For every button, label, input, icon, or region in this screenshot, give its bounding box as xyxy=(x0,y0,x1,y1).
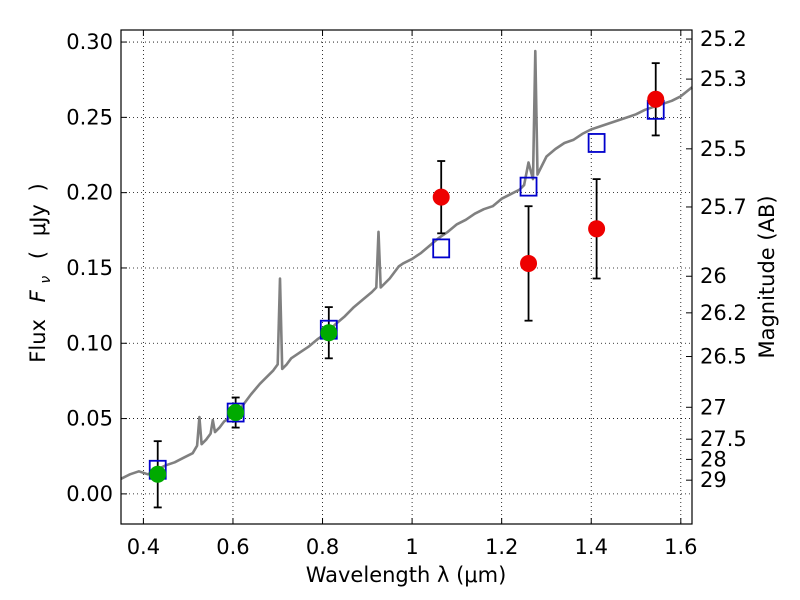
detection-point xyxy=(432,188,450,206)
mag-tick-label: 25.3 xyxy=(700,67,747,91)
mag-tick-label: 26.5 xyxy=(700,345,747,369)
spectrum-layer xyxy=(120,49,693,480)
detection-point xyxy=(588,220,606,238)
x-tick-label: 0.4 xyxy=(127,535,160,559)
y-tick-label: 0.25 xyxy=(66,105,113,129)
detection-point xyxy=(149,465,167,483)
mag-tick-label: 25.2 xyxy=(700,27,747,51)
x-tick-label: 1.4 xyxy=(575,535,608,559)
y2-axis-label: Magnitude (AB) xyxy=(755,195,779,358)
detection-point xyxy=(227,404,245,422)
x-tick-label: 0.8 xyxy=(306,535,339,559)
x-tick-label: 1.6 xyxy=(664,535,697,559)
mag-tick-label: 29 xyxy=(700,468,727,492)
y-label-close-paren: ) xyxy=(26,183,50,191)
plot-frame xyxy=(120,29,693,525)
model-photometry-square xyxy=(587,133,606,153)
model-photometry-square xyxy=(519,176,538,197)
y-label-unit: μJy xyxy=(26,204,50,236)
model-spectrum-line xyxy=(120,49,693,480)
y-label-open-paren: ( xyxy=(26,251,50,259)
y-tick-label: 0.20 xyxy=(66,181,113,205)
y-tick-label: 0.15 xyxy=(66,256,113,280)
mag-tick-label: 26 xyxy=(700,264,727,288)
detection-point xyxy=(520,254,538,272)
mag-tick-label: 26.2 xyxy=(700,301,747,325)
detection-layer xyxy=(149,90,665,483)
detection-point xyxy=(647,90,665,108)
y-tick-label: 0.05 xyxy=(66,407,113,431)
mag-tick-label: 25.7 xyxy=(700,195,747,219)
y-tick-label: 0.30 xyxy=(66,30,113,54)
x-tick-label: 0.6 xyxy=(216,535,249,559)
x-tick-label: 1 xyxy=(405,535,418,559)
y-axis-label: Flux F ν ( μJy ) xyxy=(26,183,55,362)
x-axis-label: Wavelength λ (μm) xyxy=(306,563,507,587)
detection-point xyxy=(320,324,338,342)
mag-tick-label: 27.5 xyxy=(700,427,747,451)
mag-tick-label: 27 xyxy=(700,395,727,419)
y-label-flux: Flux xyxy=(26,319,50,363)
model-photometry-square xyxy=(432,238,451,259)
mag-tick-label: 28 xyxy=(700,447,727,471)
axis-ticks: 0.4 0.6 0.8 1 1.2 1.4 1.6 0.00 0.05 0.10 0.15 0.20 0… xyxy=(66,27,747,559)
y-label-f: F xyxy=(26,289,50,302)
y-tick-label: 0.00 xyxy=(66,482,113,506)
x-tick-label: 1.2 xyxy=(485,535,518,559)
y-tick-label: 0.10 xyxy=(66,331,113,355)
mag-tick-label: 25.5 xyxy=(700,137,747,161)
y-label-nu: ν xyxy=(38,276,54,284)
